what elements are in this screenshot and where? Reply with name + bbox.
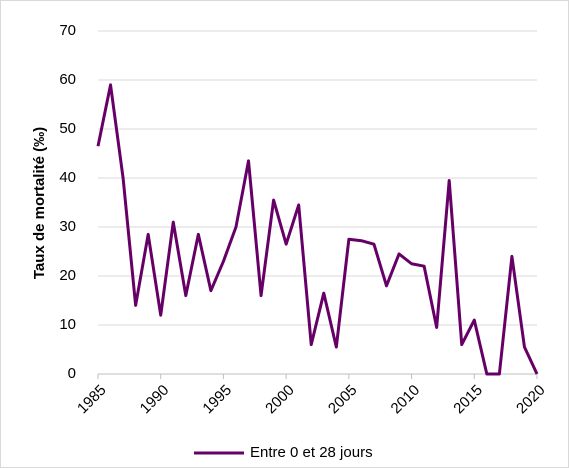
y-tick-label: 0 [68,365,76,382]
legend-label: Entre 0 et 28 jours [250,444,373,461]
y-tick-label: 10 [59,316,76,333]
y-tick-label: 50 [59,120,76,137]
y-tick-label: 40 [59,169,76,186]
y-axis-label: Taux de mortalité (‰) [31,127,48,279]
y-tick-label: 30 [59,218,76,235]
y-tick-label: 20 [59,267,76,284]
data-line [96,83,539,376]
y-tick-label: 70 [59,22,76,39]
y-tick-label: 60 [59,71,76,88]
